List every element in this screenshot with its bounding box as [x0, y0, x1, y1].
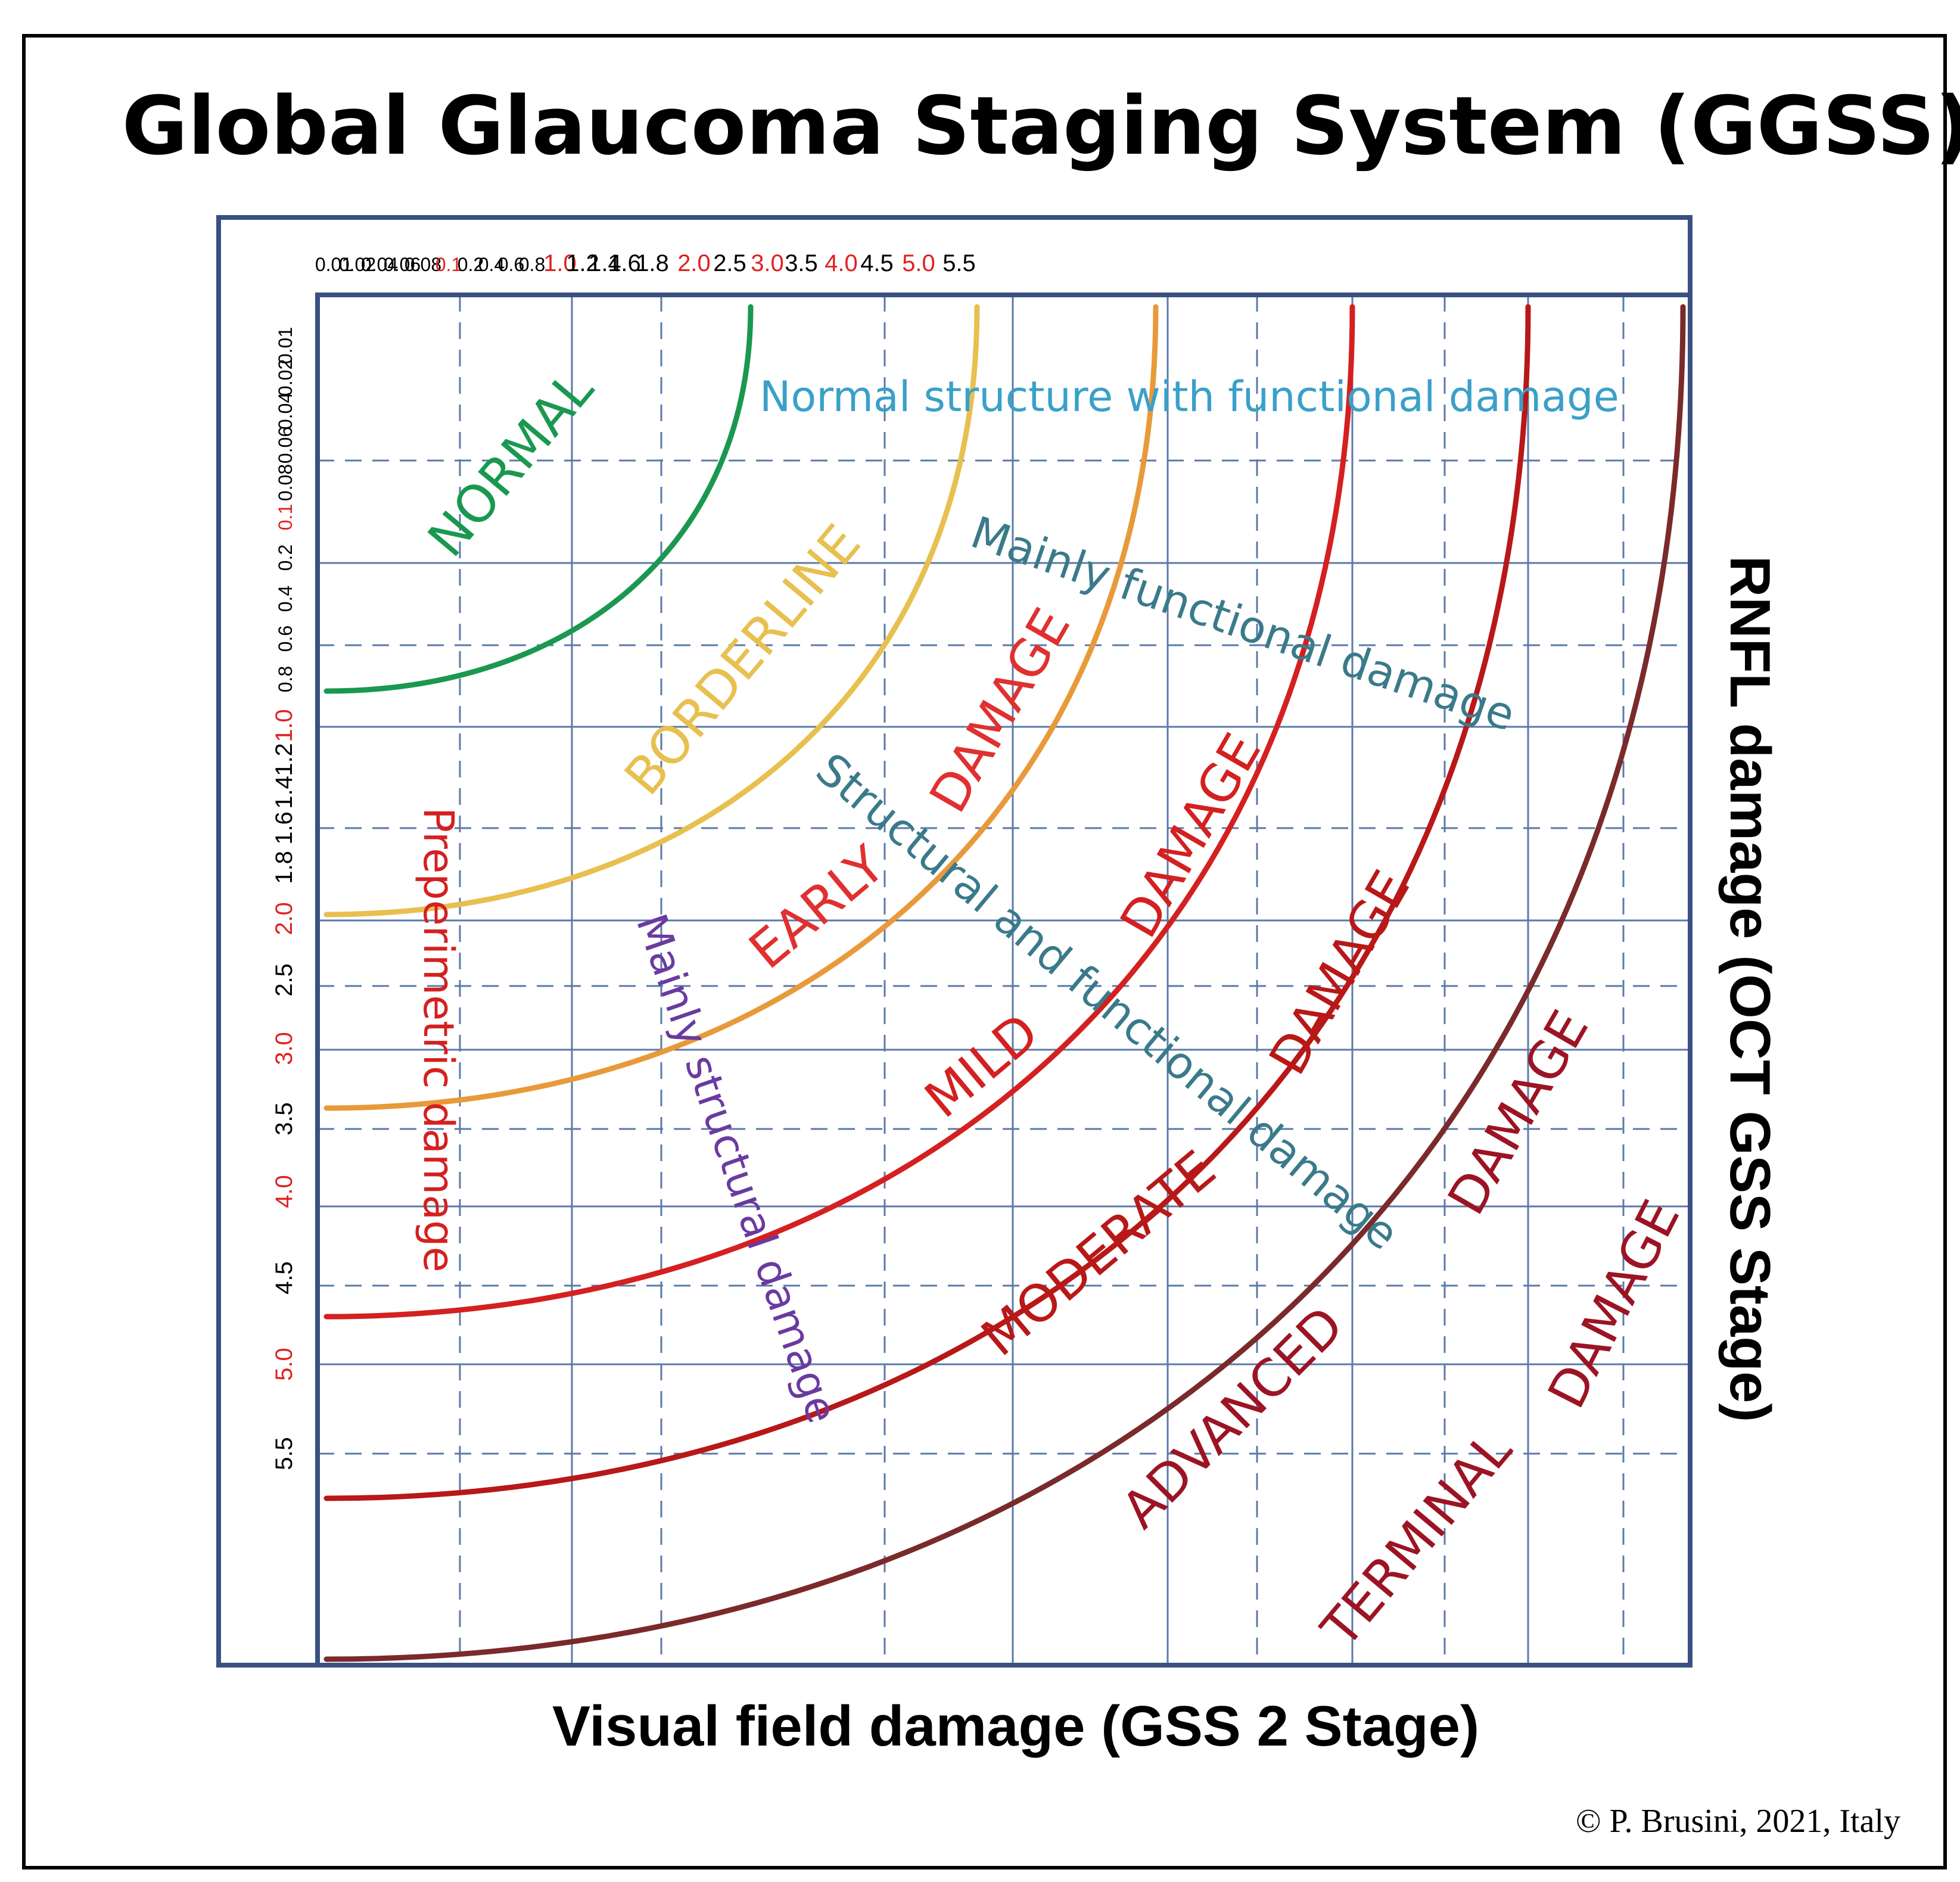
y-tick-label: 0.1: [275, 504, 296, 530]
y-tick-label: 1.4: [271, 776, 297, 809]
y-tick-label: 0.01: [275, 327, 296, 364]
y-tick-label: 1.2: [271, 743, 297, 776]
x-tick-label: 2.5: [713, 250, 746, 276]
y-tick-label: 0.4: [275, 586, 296, 612]
stage-curves: [323, 304, 1686, 1662]
y-tick-label: 2.5: [271, 963, 297, 997]
stage-curve-advanced: [323, 304, 1686, 1662]
grid: [318, 295, 1690, 1665]
y-tick-label: 4.0: [271, 1175, 297, 1208]
y-tick-label: 0.6: [275, 626, 296, 652]
chart-title: Global Glaucoma Staging System (GGSS): [122, 79, 1960, 173]
y-tick-label: 3.0: [271, 1032, 297, 1065]
y-tick-label: 3.5: [271, 1102, 297, 1136]
y-tick-labels: 0.010.020.040.060.080.10.20.40.60.81.01.…: [271, 327, 297, 1470]
x-tick-label: 1.0: [543, 250, 577, 276]
y-tick-label: 4.5: [271, 1261, 297, 1295]
y-tick-label: 0.04: [275, 393, 296, 430]
x-tick-label: 0.1: [435, 254, 462, 275]
y-tick-label: 0.02: [275, 359, 296, 396]
x-tick-label: 1.8: [636, 250, 669, 276]
x-tick-label: 0.6: [498, 254, 524, 275]
y-tick-label: 1.8: [271, 851, 297, 884]
x-tick-label: 0.01: [315, 254, 352, 275]
y-axis-title: RNFL damage (OCT GSS Stage): [1718, 556, 1782, 1422]
y-tick-label: 5.5: [271, 1437, 297, 1470]
y-tick-label: 0.8: [275, 666, 296, 692]
stage-curve-borderline: [323, 304, 980, 917]
stage-curve-early: [323, 304, 1159, 1111]
x-tick-label: 0.02: [339, 254, 376, 275]
stage-curve-mild: [323, 304, 1355, 1320]
x-tick-label: 0.8: [519, 254, 545, 275]
x-tick-label: 0.4: [478, 254, 505, 275]
x-tick-label: 3.0: [751, 250, 784, 276]
x-tick-label: 0.08: [405, 254, 441, 275]
y-tick-label: 0.2: [275, 545, 296, 571]
x-tick-label: 0.06: [384, 254, 421, 275]
outer-border: [22, 34, 1947, 1869]
stage-curve-moderate: [323, 304, 1531, 1501]
x-tick-label: 5.5: [942, 250, 976, 276]
y-tick-label: 2.0: [271, 902, 297, 935]
x-tick-label: 0.2: [458, 254, 484, 275]
x-tick-label: 0.04: [361, 254, 398, 275]
x-tick-labels: 0.010.020.040.060.080.10.20.40.60.81.01.…: [315, 250, 976, 276]
plot-area: [315, 293, 1693, 1668]
y-tick-label: 5.0: [271, 1348, 297, 1381]
x-tick-label: 1.4: [588, 250, 621, 276]
y-tick-label: 1.0: [271, 709, 297, 742]
x-tick-label: 4.0: [825, 250, 858, 276]
x-tick-label: 3.5: [785, 250, 818, 276]
stage-curve-normal: [323, 304, 754, 694]
region-label-preperimetric: Preperimetric damage: [414, 807, 463, 1273]
region-label-normal-structure: Normal structure with functional damage: [760, 372, 1619, 421]
x-tick-label: 4.5: [860, 250, 894, 276]
x-tick-label: 1.2: [566, 250, 599, 276]
y-tick-label: 0.08: [275, 464, 296, 501]
x-tick-label: 5.0: [902, 250, 935, 276]
y-tick-label: 0.06: [275, 427, 296, 463]
copyright-credit: © P. Brusini, 2021, Italy: [1576, 1803, 1900, 1840]
y-tick-label: 1.6: [271, 811, 297, 845]
x-tick-label: 2.0: [677, 250, 711, 276]
x-tick-label: 1.6: [608, 250, 641, 276]
x-axis-title: Visual field damage (GSS 2 Stage): [552, 1694, 1479, 1758]
